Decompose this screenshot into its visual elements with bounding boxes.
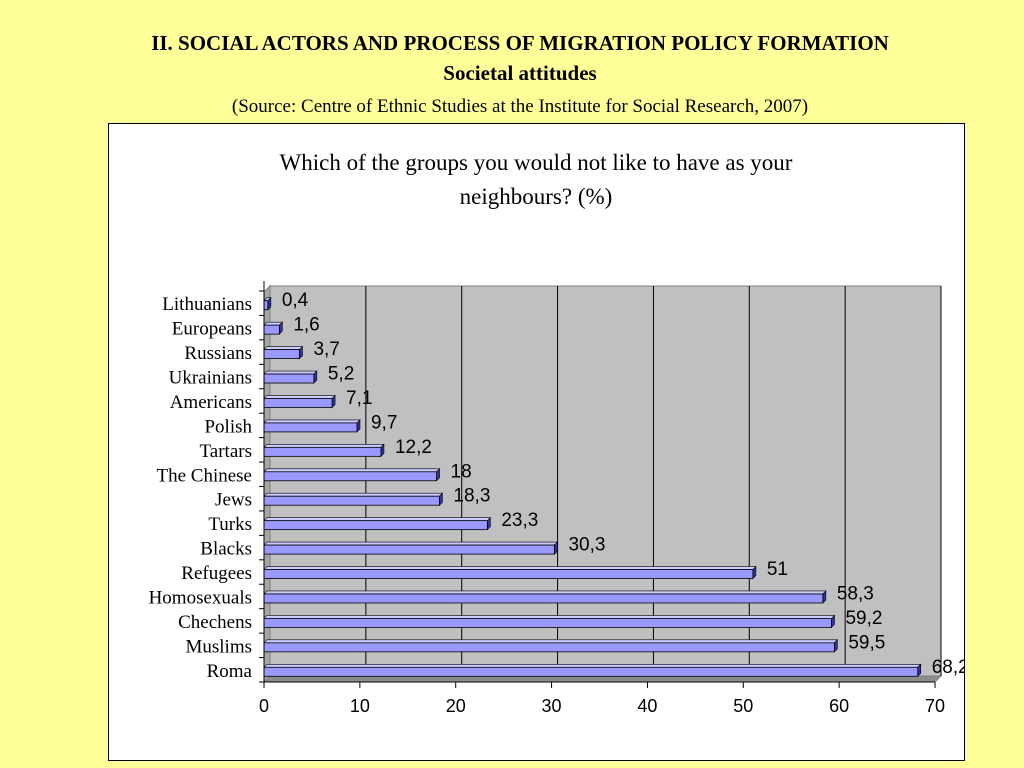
category-label: Russians	[184, 343, 252, 364]
bar-top-face	[263, 541, 559, 546]
bar-front-face	[263, 398, 333, 408]
category-label: Ukrainians	[169, 368, 252, 389]
bar-top-face	[263, 468, 441, 473]
category-label: Refugees	[181, 563, 252, 584]
bar-front-face	[263, 520, 488, 531]
bar-front-face	[263, 422, 358, 433]
bar-lithuanians	[263, 296, 272, 311]
data-label: 9,7	[371, 412, 397, 433]
x-tick-label: 0	[259, 696, 269, 716]
bar-front-face	[263, 593, 824, 604]
bar-polish	[263, 419, 361, 433]
plot-floor	[262, 675, 943, 683]
category-label: Homosexuals	[149, 587, 252, 608]
category-label: The Chinese	[156, 465, 252, 486]
bar-front-face	[263, 618, 832, 628]
bar-front-face	[263, 446, 382, 457]
bars	[263, 296, 922, 678]
bar-front-face	[263, 300, 269, 311]
bar-the-chinese	[263, 468, 441, 482]
data-label: 68,2	[932, 657, 964, 678]
category-label: Lithuanians	[162, 294, 252, 315]
data-label: 59,2	[845, 608, 882, 629]
source-note: (Source: Centre of Ethnic Studies at the…	[231, 96, 809, 117]
category-label: Tartars	[200, 441, 252, 462]
bar-homosexuals	[263, 590, 827, 604]
data-label: 23,3	[501, 510, 538, 531]
category-label: Roma	[207, 661, 253, 682]
x-tick-label: 70	[925, 696, 945, 716]
data-label: 0,4	[282, 290, 309, 311]
bar-top-face	[263, 419, 361, 424]
data-label: 12,2	[395, 437, 432, 458]
bar-refugees	[263, 565, 757, 580]
category-label: Muslims	[185, 636, 252, 657]
bar-top-face	[263, 615, 836, 619]
bar-tartars	[263, 443, 385, 458]
bar-top-face	[263, 517, 492, 521]
bar-top-face	[263, 492, 444, 497]
bar-chechens	[263, 614, 836, 629]
chart-title-line-2: neighbours? (%)	[460, 184, 613, 209]
data-label: 18,3	[453, 486, 490, 507]
bar-top-face	[263, 370, 318, 375]
x-tick-label: 40	[637, 696, 657, 716]
bar-jews	[263, 492, 444, 506]
page-subtitle: Societal attitudes	[443, 61, 597, 85]
bar-front-face	[263, 569, 754, 579]
category-labels: Lithuanians Europeans Russians Ukrainians Am…	[149, 294, 253, 682]
category-label: Americans	[170, 392, 252, 413]
bar-americans	[263, 394, 336, 409]
chart-frame: Which of the groups you would not like t…	[108, 123, 965, 761]
data-label: 30,3	[568, 535, 605, 556]
data-label: 58,3	[837, 583, 874, 604]
bar-chart: Which of the groups you would not like t…	[149, 150, 964, 716]
x-tick-label: 30	[542, 696, 562, 716]
bar-europeans	[263, 321, 284, 335]
bar-front-face	[263, 544, 555, 555]
bar-top-face	[263, 444, 385, 448]
category-label: Jews	[215, 490, 252, 511]
x-tick-label: 60	[829, 696, 849, 716]
category-label: Polish	[204, 416, 252, 437]
x-tick-label: 50	[733, 696, 753, 716]
bar-front-face	[263, 495, 440, 506]
bar-top-face	[263, 566, 757, 570]
chart-title-line-1: Which of the groups you would not like t…	[280, 150, 793, 175]
page-title: II. SOCIAL ACTORS AND PROCESS OF MIGRATI…	[151, 31, 889, 55]
bar-top-face	[263, 639, 839, 644]
bar-russians	[263, 345, 304, 360]
x-tick-label: 20	[446, 696, 466, 716]
data-label: 3,7	[313, 339, 339, 360]
bar-top-face	[263, 346, 304, 350]
data-label: 5,2	[328, 364, 354, 385]
category-label: Chechens	[178, 612, 252, 633]
bar-top-face	[263, 663, 922, 668]
category-label: Turks	[208, 514, 252, 535]
x-tick-label: 10	[350, 696, 370, 716]
bar-front-face	[263, 642, 835, 653]
category-label: Europeans	[172, 319, 252, 340]
data-label: 7,1	[346, 388, 372, 409]
bar-front-face	[263, 349, 300, 359]
bar-front-face	[263, 373, 315, 384]
x-axis: 0 10 20 30 40 50 60 70	[259, 281, 945, 716]
category-label: Blacks	[200, 539, 252, 560]
bar-front-face	[263, 666, 919, 677]
data-labels: 0,4 1,6 3,7 5,2 7,1 9,7 12,2 18 18,3 23,3 30,3 51 58…	[282, 290, 964, 678]
data-label: 59,5	[848, 632, 885, 653]
bar-top-face	[263, 395, 336, 399]
data-label: 51	[767, 559, 788, 580]
bar-roma	[263, 663, 922, 678]
bar-top-face	[263, 590, 827, 595]
data-label: 18	[451, 461, 472, 482]
bar-turks	[263, 516, 492, 531]
bar-blacks	[263, 541, 559, 555]
bar-front-face	[263, 471, 437, 482]
data-label: 1,6	[293, 315, 319, 336]
bar-ukrainians	[263, 370, 318, 384]
bar-muslims	[263, 639, 839, 653]
bar-front-face	[263, 324, 280, 335]
